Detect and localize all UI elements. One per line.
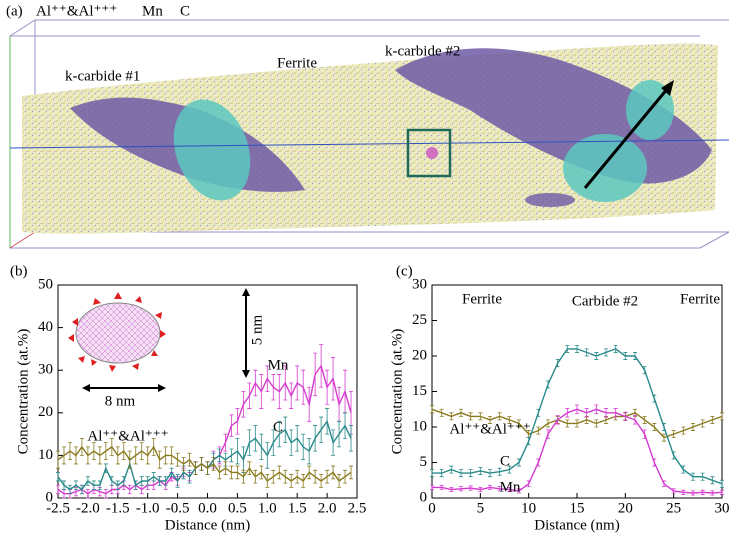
y-tick-label: 50 [38, 276, 53, 292]
axis-line [9, 139, 729, 149]
cluster [426, 147, 438, 159]
error-bar [430, 405, 434, 414]
error-bar [720, 412, 724, 421]
y-tick-label: 30 [38, 362, 53, 378]
x-tick-label: 1.5 [288, 500, 307, 516]
x-tick-label: 1.0 [258, 500, 277, 516]
y-tick-label: 40 [38, 319, 53, 335]
y-tick-label: 10 [38, 447, 53, 463]
y-tick-label: 15 [412, 383, 427, 399]
series-label: Al⁺⁺&Al⁺⁺⁺ [87, 428, 168, 444]
selection-box [406, 128, 452, 178]
panel-label: (a) [6, 3, 23, 19]
x-axis-label: Distance (nm) [534, 517, 619, 533]
series-line [432, 408, 723, 494]
y-tick-label: 10 [412, 418, 427, 434]
x-tick-label: 30 [715, 500, 729, 516]
bounding-box [9, 19, 729, 249]
arrow-head [661, 80, 674, 96]
y-tick-label: 30 [412, 276, 427, 292]
y-tick-label: 5 [420, 454, 428, 470]
annotation: Ferrite [680, 291, 720, 307]
carbide-region [525, 193, 575, 207]
annotation: Ferrite [462, 291, 502, 307]
y-axis-label: Concentration (at.%) [389, 329, 405, 455]
box-edge [9, 231, 36, 249]
x-tick-label: 20 [618, 500, 633, 516]
x-tick-label: 0 [428, 500, 436, 516]
chart-panel: -2.5 -2.0 -1.5 -1.0 -0.5 0.0 0.5 1.0 1.5 2.0 2.5 0 1… [10, 263, 366, 533]
series-label: C [273, 419, 283, 435]
cluster-mesh [75, 302, 161, 364]
series-label: Al⁺⁺&Al⁺⁺⁺ [449, 421, 530, 437]
inset [68, 288, 250, 392]
y-tick-label: 25 [412, 312, 427, 328]
series-label: Mn [500, 479, 521, 495]
error-bar [56, 484, 60, 495]
series-line [431, 408, 723, 439]
x-tick-label: 2.0 [318, 500, 337, 516]
plot-frame [431, 284, 723, 499]
carbon-cylinder [173, 99, 251, 201]
x-tick-label: 0.5 [228, 500, 247, 516]
y-tick-label: 0 [46, 489, 54, 505]
x-tick-label: 2.5 [348, 500, 367, 516]
x-tick-label: 15 [570, 500, 585, 516]
series-label: C [500, 453, 510, 469]
annotation: (b) [10, 263, 28, 279]
series-line [432, 348, 723, 485]
x-tick-label: -1.5 [106, 500, 130, 516]
x-tick-label: 25 [666, 500, 681, 516]
legend-entry: Mn [142, 3, 163, 19]
x-tick-label: 10 [521, 500, 536, 516]
region-label: Ferrite [277, 55, 317, 71]
profile-arrow [583, 87, 670, 189]
normal-arrows [68, 292, 166, 372]
y-tick-label: 20 [38, 404, 53, 420]
series-line [57, 445, 352, 482]
series-label: Mn [268, 357, 289, 373]
annotation: 8 nm [105, 393, 136, 409]
x-axis-label: Distance (nm) [165, 517, 250, 533]
y-axis-label: Concentration (at.%) [15, 329, 31, 455]
x-tick-label: -2.0 [76, 500, 100, 516]
x-tick-label: 5 [477, 500, 485, 516]
region-label: k-carbide #2 [385, 43, 460, 59]
legend-entry: Al⁺⁺&Al⁺⁺⁺ [36, 3, 117, 19]
annotation: Carbide #2 [572, 293, 638, 309]
legend-entry: C [180, 3, 190, 19]
chart-panel: 0 5 10 15 20 25 30 0 5 10 15 20 25 30 Distance (nm) Con… [389, 263, 729, 533]
x-tick-label: -1.0 [136, 500, 160, 516]
panel-a: (a) Al⁺⁺&Al⁺⁺⁺ Mn C k-carbide #1 Ferrite… [6, 3, 729, 249]
carbon-cylinder [563, 134, 647, 202]
annotation: 5 nm [249, 314, 265, 345]
x-tick-label: 0.0 [198, 500, 217, 516]
x-tick-label: -0.5 [166, 500, 190, 516]
y-tick-label: 0 [420, 489, 428, 505]
region-label: k-carbide #1 [65, 68, 140, 84]
annotation: (c) [396, 263, 413, 279]
y-tick-label: 20 [412, 347, 427, 363]
x-tick-label: -2.5 [46, 500, 70, 516]
